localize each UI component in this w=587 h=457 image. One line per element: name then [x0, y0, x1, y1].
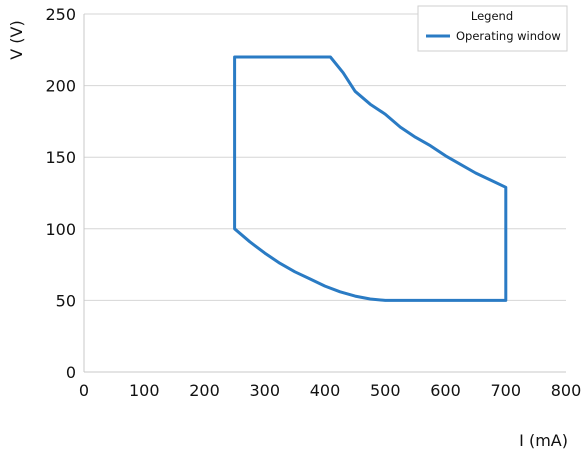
- x-tick-labels: 0 100 200 300 400 500 600 700 800: [79, 381, 581, 400]
- x-tick-label: 400: [310, 381, 341, 400]
- y-tick-label: 100: [45, 220, 76, 239]
- y-tick-label: 200: [45, 77, 76, 96]
- series-layer: [233, 55, 508, 302]
- x-tick-label: 600: [430, 381, 461, 400]
- x-tick-label: 500: [370, 381, 401, 400]
- series-line-operating-window: [233, 55, 508, 302]
- legend: Legend Operating window: [417, 5, 568, 52]
- x-tick-label: 300: [249, 381, 280, 400]
- x-axis-title: I (mA): [519, 431, 568, 450]
- y-tick-label: 250: [45, 5, 76, 24]
- legend-box: [417, 5, 568, 52]
- y-tick-label: 0: [66, 363, 76, 382]
- y-tick-labels: 0 50 100 150 200 250: [45, 5, 76, 382]
- legend-label: Operating window: [456, 29, 561, 43]
- x-tick-label: 200: [189, 381, 220, 400]
- y-tick-label: 50: [56, 291, 76, 310]
- x-tick-label: 800: [551, 381, 582, 400]
- y-tick-label: 150: [45, 148, 76, 167]
- x-tick-label: 700: [490, 381, 521, 400]
- legend-title: Legend: [471, 9, 513, 23]
- x-tick-label: 0: [79, 381, 89, 400]
- x-tick-label: 100: [129, 381, 160, 400]
- y-axis-title: V (V): [7, 20, 26, 59]
